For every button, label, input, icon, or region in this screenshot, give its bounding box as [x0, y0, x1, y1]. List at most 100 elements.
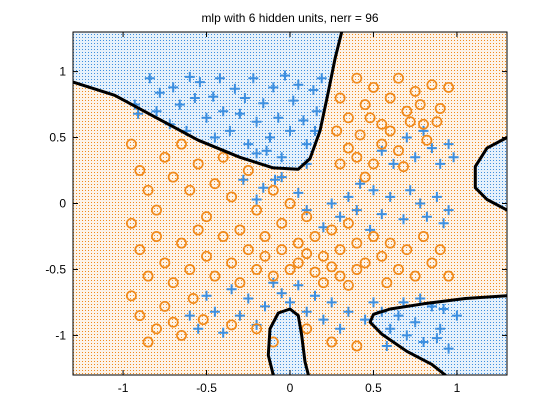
point-circle: [381, 277, 393, 289]
point-circle: [398, 161, 409, 173]
point-plus: [218, 106, 229, 117]
point-circle: [359, 171, 371, 183]
point-circle: [125, 138, 137, 150]
point-circle: [326, 261, 338, 273]
point-plus: [448, 152, 459, 163]
point-circle: [159, 257, 171, 269]
point-circle: [404, 116, 416, 128]
point-plus: [270, 174, 280, 185]
point-plus: [218, 327, 229, 338]
point-circle: [443, 270, 455, 282]
point-plus: [405, 185, 416, 196]
x-tick-label: -1: [118, 381, 129, 395]
point-circle: [176, 138, 187, 150]
point-circle: [359, 257, 371, 269]
point-plus: [209, 132, 220, 143]
point-plus: [276, 152, 287, 163]
point-circle: [301, 248, 313, 260]
point-circle: [176, 237, 187, 249]
point-circle: [342, 112, 354, 124]
point-circle: [276, 244, 288, 256]
point-plus: [310, 125, 320, 136]
point-plus: [154, 87, 165, 98]
point-circle: [151, 204, 162, 216]
point-circle: [434, 244, 446, 256]
point-circle: [409, 85, 421, 97]
point-plus: [351, 205, 362, 216]
point-circle: [326, 224, 338, 236]
point-plus: [276, 288, 287, 299]
point-plus: [418, 337, 429, 347]
point-circle: [351, 151, 363, 163]
point-plus: [285, 125, 295, 136]
point-circle: [334, 244, 346, 256]
point-plus: [214, 73, 225, 84]
point-plus: [301, 205, 312, 216]
point-circle: [201, 211, 212, 223]
point-plus: [293, 187, 304, 198]
decision-boundary: [368, 294, 507, 375]
x-axis-ticks: -1 -0.5 0 0.5 1: [118, 32, 461, 395]
point-plus: [174, 99, 185, 110]
point-circle: [209, 178, 221, 190]
point-plus: [265, 132, 275, 143]
point-plus: [193, 323, 204, 334]
point-plus: [276, 172, 287, 183]
point-plus: [258, 98, 269, 109]
x-tick-label: -0.5: [196, 381, 217, 395]
point-circle: [142, 184, 154, 196]
point-plus: [438, 218, 449, 229]
point-plus: [258, 182, 269, 193]
point-circle: [401, 244, 413, 256]
point-circle: [267, 184, 279, 196]
point-plus: [335, 323, 346, 334]
point-circle: [242, 244, 254, 256]
point-plus: [273, 112, 284, 123]
point-plus: [301, 139, 312, 150]
point-circle: [351, 237, 363, 249]
point-plus: [418, 125, 429, 136]
point-plus: [355, 178, 366, 189]
point-plus: [268, 277, 279, 288]
point-circle: [284, 198, 296, 209]
point-plus: [208, 91, 219, 102]
point-circle: [142, 270, 154, 282]
point-circle: [251, 204, 263, 216]
point-plus: [311, 106, 322, 117]
y-tick-label: 1: [59, 65, 66, 79]
point-plus: [421, 211, 432, 222]
point-plus: [343, 191, 354, 202]
point-plus: [385, 323, 396, 334]
point-plus: [229, 83, 240, 94]
point-circle: [251, 323, 263, 335]
point-circle: [176, 329, 187, 341]
point-circle: [284, 264, 296, 275]
point-plus: [209, 306, 220, 317]
point-circle: [342, 217, 354, 229]
point-circle: [351, 72, 363, 84]
point-plus: [189, 93, 200, 103]
point-plus: [360, 314, 371, 325]
point-plus: [335, 211, 346, 222]
decision-boundary: [473, 136, 507, 212]
point-circle: [167, 316, 179, 328]
point-plus: [268, 82, 279, 93]
point-plus: [318, 314, 329, 325]
point-plus: [316, 73, 327, 84]
point-circle: [242, 165, 254, 176]
decision-boundary: [73, 32, 344, 171]
decision-boundary: [266, 307, 310, 375]
point-circle: [292, 237, 304, 249]
point-circle: [414, 99, 426, 111]
point-plus: [438, 304, 449, 314]
point-plus: [248, 73, 259, 84]
point-plus: [326, 198, 337, 209]
point-plus: [234, 108, 245, 119]
point-plus: [251, 148, 262, 159]
point-circle: [309, 266, 321, 278]
point-plus: [368, 185, 379, 196]
point-plus: [168, 82, 179, 93]
point-circle: [426, 257, 438, 269]
point-circle: [234, 224, 246, 236]
